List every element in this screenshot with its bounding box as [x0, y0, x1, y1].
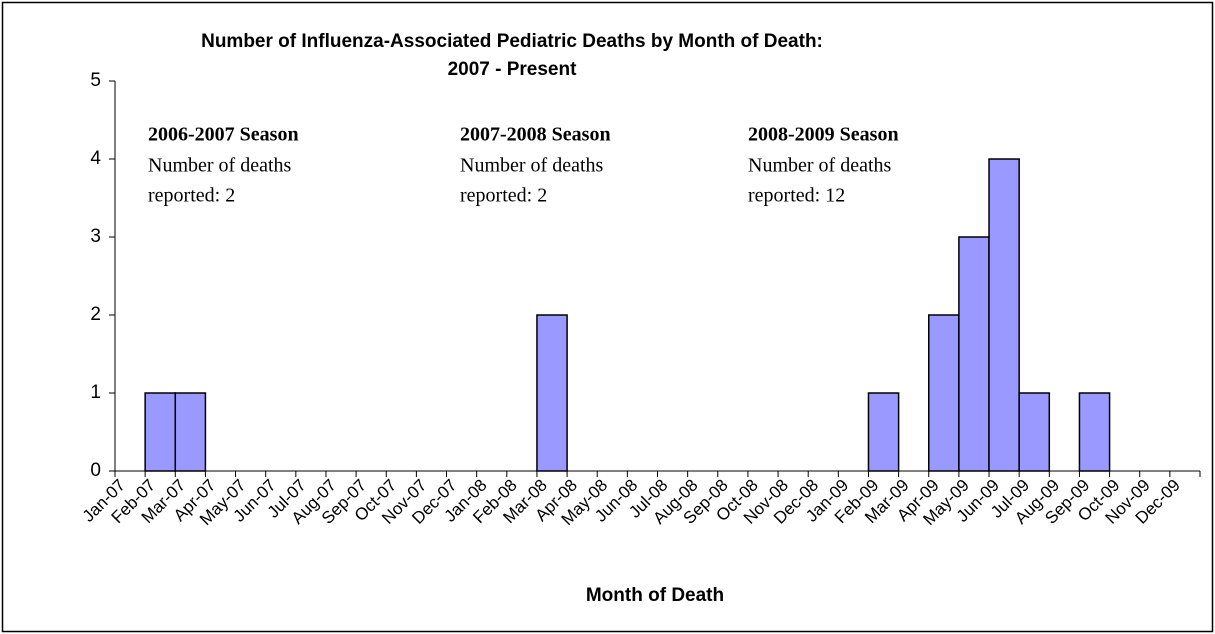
annotation-text: reported: 2 — [460, 185, 547, 207]
annotation-text: reported: 12 — [748, 185, 845, 207]
bar — [988, 158, 1020, 472]
annotation-text: Number of deaths — [148, 155, 292, 177]
bar — [536, 314, 568, 472]
bar — [867, 392, 900, 472]
y-tick-label: 3 — [90, 226, 101, 247]
y-tick-label: 1 — [90, 382, 101, 403]
annotation-title: 2008-2009 Season — [748, 124, 899, 146]
y-tick-label: 2 — [90, 304, 101, 325]
bar — [174, 392, 207, 472]
bar — [1078, 392, 1111, 472]
chart-title: Number of Influenza-Associated Pediatric… — [201, 31, 823, 52]
annotation-text: Number of deaths — [460, 155, 604, 177]
bar — [928, 314, 960, 472]
annotation-title: 2006-2007 Season — [148, 124, 299, 146]
y-tick-label: 0 — [90, 460, 101, 481]
y-tick-label: 4 — [90, 148, 101, 169]
bar — [958, 236, 990, 472]
annotation-title: 2007-2008 Season — [460, 124, 611, 146]
bar — [1018, 392, 1051, 472]
y-tick-label: 5 — [90, 70, 101, 91]
bar — [144, 392, 177, 472]
annotation-text: reported: 2 — [148, 185, 235, 207]
chart-title: 2007 - Present — [448, 59, 578, 80]
annotation-text: Number of deaths — [748, 155, 892, 177]
x-axis-label: Month of Death — [586, 585, 724, 606]
